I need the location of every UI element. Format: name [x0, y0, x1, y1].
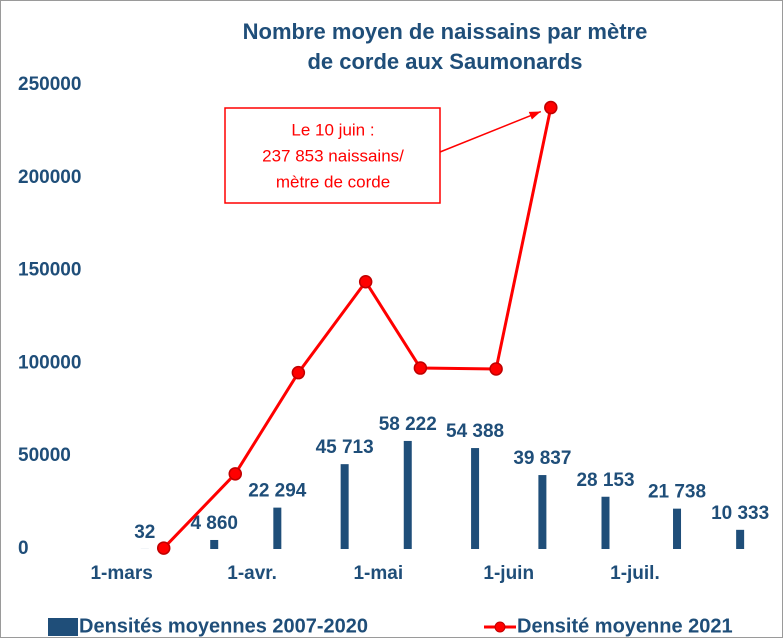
marker — [413, 361, 428, 375]
annotation-text: mètre de corde — [276, 172, 390, 191]
marker — [228, 467, 243, 481]
bar — [210, 539, 219, 549]
data-label: 10 333 — [711, 503, 769, 524]
annotation-arrow — [439, 110, 542, 153]
data-label: 58 222 — [379, 414, 437, 435]
data-label: 4 860 — [190, 513, 238, 534]
data-label: 21 738 — [648, 482, 706, 503]
annotation-box — [224, 107, 441, 204]
x-tick-label: 1-avr. — [227, 563, 277, 584]
annotation-text: Le 10 juin : — [291, 120, 374, 139]
y-tick-label: 250000 — [18, 74, 81, 95]
x-tick-label: 1-mai — [353, 563, 403, 584]
legend-label: Densité moyenne 2021 — [517, 615, 733, 637]
x-tick-label: 1-juil. — [610, 563, 660, 584]
bar — [736, 529, 745, 549]
x-tick-label: 1-juin — [483, 563, 534, 584]
bar — [673, 508, 682, 549]
bar — [340, 464, 349, 549]
annotation-text: 237 853 naissains/ — [262, 146, 404, 165]
data-label: 28 153 — [576, 470, 634, 491]
chart-title: de corde aux Saumonards — [307, 49, 582, 74]
legend-label: Densités moyennes 2007-2020 — [79, 615, 368, 637]
y-tick-label: 150000 — [18, 260, 81, 281]
arrow-head — [528, 111, 541, 120]
marker — [156, 541, 171, 555]
data-label: 39 837 — [513, 448, 571, 469]
marker — [358, 274, 373, 289]
bar — [273, 507, 282, 549]
y-tick-label: 100000 — [18, 352, 81, 373]
data-label: 32 — [134, 522, 155, 543]
y-tick-label: 50000 — [18, 445, 71, 466]
marker — [544, 100, 558, 115]
data-label: 22 294 — [248, 481, 307, 502]
marker — [291, 365, 306, 380]
legend-marker — [494, 621, 506, 633]
bar — [538, 475, 547, 549]
chart-title: Nombre moyen de naissains par mètre — [243, 19, 648, 44]
marker — [489, 362, 503, 376]
y-tick-label: 0 — [18, 538, 29, 559]
bar — [403, 440, 412, 549]
legend-swatch — [48, 618, 78, 636]
bar — [601, 496, 610, 549]
data-label: 45 713 — [316, 437, 374, 458]
bar — [471, 448, 480, 549]
data-label: 54 388 — [446, 421, 504, 442]
x-tick-label: 1-mars — [90, 563, 152, 584]
y-tick-label: 200000 — [18, 167, 81, 188]
